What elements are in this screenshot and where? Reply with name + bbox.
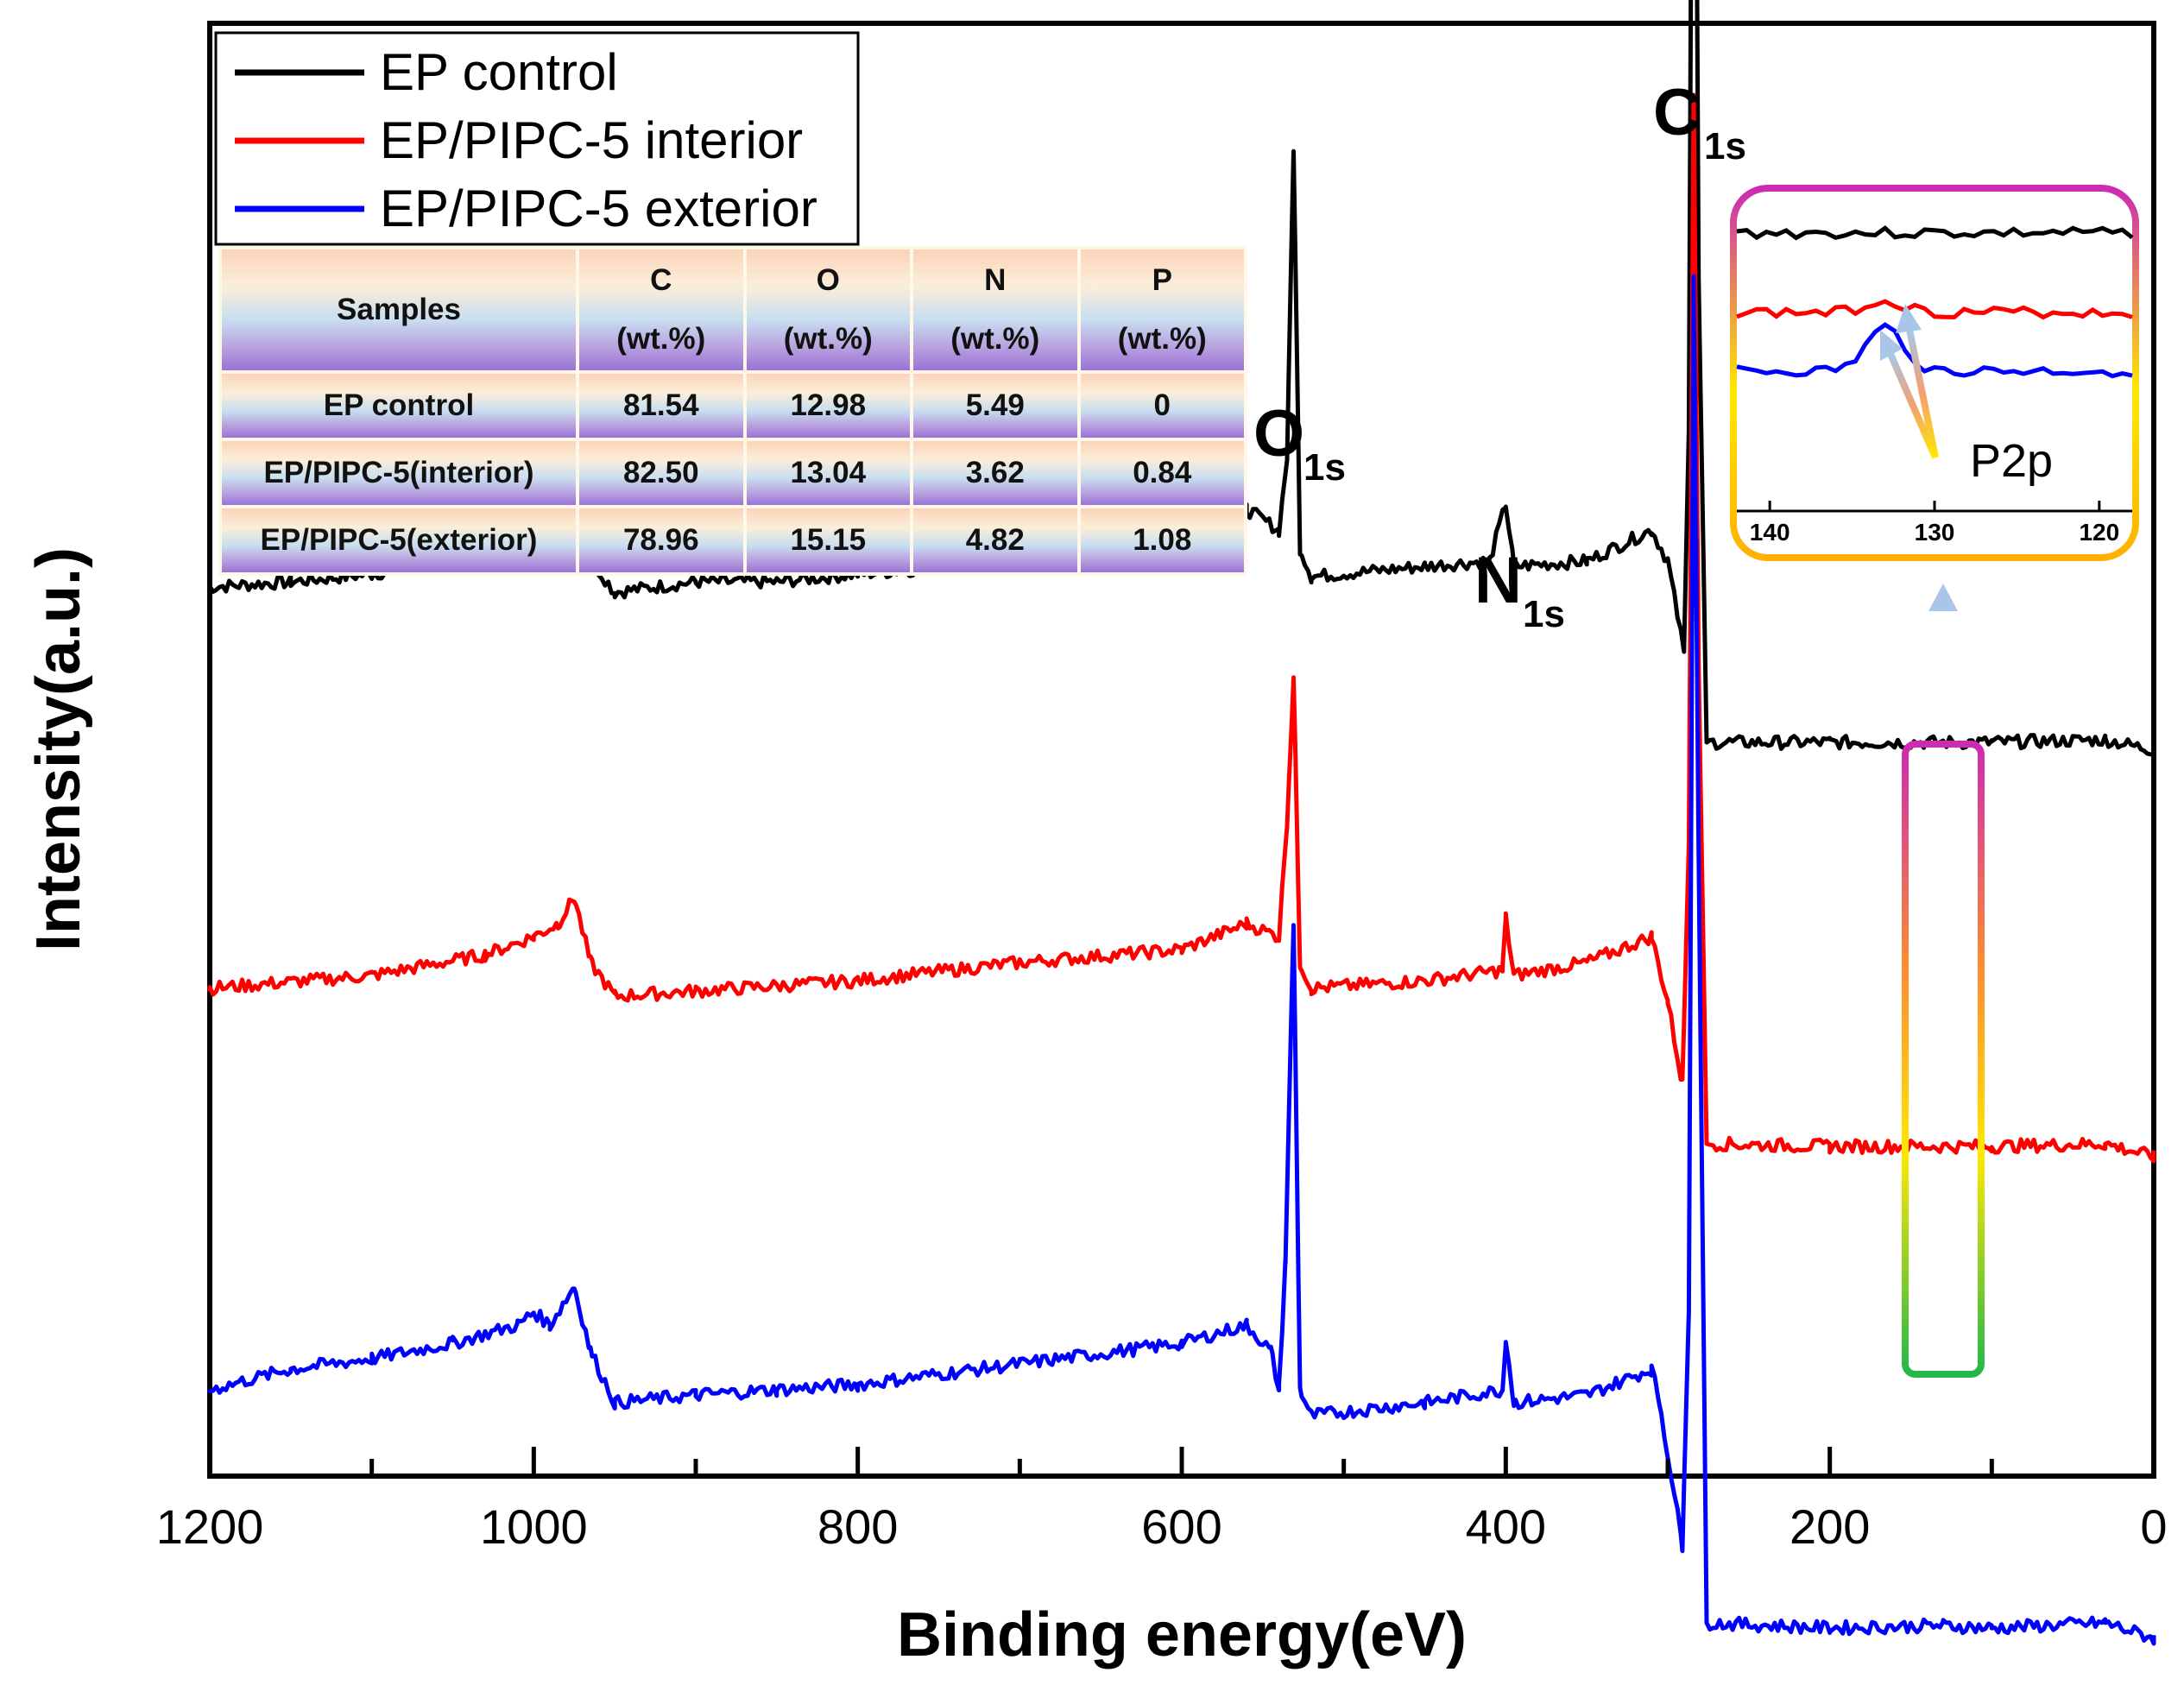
- header-p-unit: (wt.%): [1117, 322, 1207, 356]
- inset-frame: [1730, 185, 2139, 561]
- inset-ticks: 140 130 120: [1750, 501, 2119, 546]
- legend-label-exterior: EP/PIPC-5 exterior: [380, 180, 817, 237]
- peak-label-c1s-sub: 1s: [1704, 125, 1746, 167]
- series-line-exterior: [207, 274, 2156, 1646]
- table-header-row: Samples C (wt.%) O (wt.%) N (wt.%) P (wt.%): [222, 249, 1244, 370]
- header-c-label: C: [650, 263, 672, 297]
- header-n-label: N: [984, 263, 1007, 297]
- peak-label-c1s-main: C: [1653, 76, 1701, 149]
- table-cell-c: 81.54: [579, 374, 743, 438]
- composition-table: Samples C (wt.%) O (wt.%) N (wt.%) P (wt.%) …: [218, 246, 1247, 576]
- table-cell-p: 1.08: [1080, 508, 1244, 572]
- table-cell-c: 78.96: [579, 508, 743, 572]
- zoom-region-box: [1902, 741, 1985, 1378]
- table-cell-p: 0: [1080, 374, 1244, 438]
- x-tick-label: 800: [817, 1499, 898, 1554]
- peak-label-o1s-sub: 1s: [1303, 446, 1346, 489]
- inset-label-p2p: P2p: [1970, 435, 2053, 487]
- p2p-arrow-interior-head: [1896, 304, 1922, 333]
- table-cell-o: 12.98: [746, 374, 910, 438]
- header-n: N (wt.%): [913, 249, 1077, 370]
- table-cell-n: 5.49: [913, 374, 1077, 438]
- x-tick-label: 0: [2140, 1499, 2167, 1554]
- inset-series-line-ep-control: [1736, 224, 2134, 241]
- peak-label-c1s: C 1s: [1653, 76, 1746, 167]
- table-cell-n: 4.82: [913, 508, 1077, 572]
- header-c-unit: (wt.%): [616, 322, 706, 356]
- peak-label-o1s-main: O: [1253, 397, 1304, 470]
- peak-label-n1s-sub: 1s: [1523, 593, 1565, 635]
- table-cell-n: 3.62: [913, 441, 1077, 505]
- header-samples-label: Samples: [337, 293, 461, 326]
- header-samples: Samples: [222, 249, 576, 370]
- x-tick-label: 600: [1141, 1499, 1221, 1554]
- inset-tick-label: 130: [1915, 519, 1955, 546]
- table-row: EP/PIPC-5(interior) 82.50 13.04 3.62 0.8…: [222, 441, 1244, 505]
- x-axis-title: Binding energy(eV): [897, 1600, 1467, 1669]
- table-cell-sample: EP/PIPC-5(interior): [222, 441, 576, 505]
- inset-tick-label: 120: [2079, 519, 2119, 546]
- header-n-unit: (wt.%): [950, 322, 1040, 356]
- inset-tick-label: 140: [1750, 519, 1790, 546]
- header-o-unit: (wt.%): [783, 322, 873, 356]
- x-tick-label: 1000: [480, 1499, 588, 1554]
- table-cell-p: 0.84: [1080, 441, 1244, 505]
- header-c: C (wt.%): [579, 249, 743, 370]
- inset-series-line-exterior: [1736, 322, 2133, 379]
- inset-series-line-interior: [1736, 299, 2133, 320]
- legend-label-interior: EP/PIPC-5 interior: [380, 111, 803, 169]
- x-axis-ticks: 1200 1000 800 600 400 200 0: [156, 1447, 2168, 1554]
- table-row: EP control 81.54 12.98 5.49 0: [222, 374, 1244, 438]
- p2p-arrow-interior: [1906, 329, 1939, 458]
- inset-p2p: 140 130 120 P2p: [1730, 185, 2139, 561]
- legend-label-ep-control: EP control: [380, 43, 618, 101]
- header-p: P (wt.%): [1080, 249, 1244, 370]
- peak-label-n1s: N 1s: [1474, 544, 1565, 635]
- series-line-interior: [207, 92, 2156, 1164]
- x-tick-label: 1200: [156, 1499, 264, 1554]
- table-row: EP/PIPC-5(exterior) 78.96 15.15 4.82 1.0…: [222, 508, 1244, 572]
- x-tick-label: 200: [1789, 1499, 1870, 1554]
- header-o: O (wt.%): [746, 249, 910, 370]
- table-cell-o: 13.04: [746, 441, 910, 505]
- p2p-arrow-exterior: [1887, 352, 1939, 459]
- zoom-arrow-head: [1928, 584, 1958, 611]
- header-o-label: O: [816, 263, 840, 297]
- y-axis-title: Intensity(a.u.): [24, 547, 93, 951]
- table-cell-c: 82.50: [579, 441, 743, 505]
- p2p-arrow-exterior-head: [1880, 330, 1903, 361]
- table-cell-sample: EP control: [222, 374, 576, 438]
- inset-series-layer: [1736, 224, 2134, 379]
- peak-label-n1s-main: N: [1474, 544, 1522, 617]
- header-p-label: P: [1152, 263, 1172, 297]
- legend: EP control EP/PIPC-5 interior EP/PIPC-5 …: [214, 31, 860, 246]
- table-cell-sample: EP/PIPC-5(exterior): [222, 508, 576, 572]
- peak-label-o1s: O 1s: [1253, 397, 1346, 489]
- x-tick-label: 400: [1466, 1499, 1546, 1554]
- table-cell-o: 15.15: [746, 508, 910, 572]
